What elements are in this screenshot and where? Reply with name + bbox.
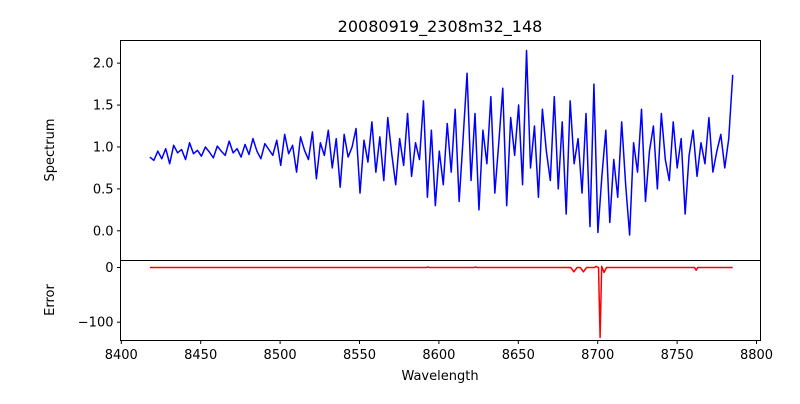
chart-title: 20080919_2308m32_148 [338,17,543,37]
y-tick-label: 0 [105,261,113,276]
error-axes-frame [120,260,761,341]
x-tick-label: 8700 [581,348,614,363]
spectrum-plot-area [149,49,734,236]
x-tick-label: 8600 [422,348,455,363]
y-tick-label: 2.0 [93,57,114,72]
spectrum-y-label: Spectrum [43,119,58,182]
x-axis-label: Wavelength [401,369,478,384]
x-tick-label: 8400 [105,348,138,363]
x-tick-label: 8800 [740,348,773,363]
x-tick-label: 8650 [502,348,535,363]
y-tick-label: −100 [78,316,114,331]
x-tick-label: 8450 [184,348,217,363]
error-series-line [149,265,733,339]
y-tick-label: 1.0 [93,140,114,155]
x-tick-label: 8500 [264,348,297,363]
x-tick-label: 8550 [343,348,376,363]
x-ticks: 8400 8450 8500 8550 8600 8650 8700 8750 8800 [105,340,773,363]
spectrum-series-line [149,49,734,236]
y-tick-label: 1.5 [93,99,114,114]
y-tick-label: 0.0 [93,224,114,239]
error-y-ticks: 0 −100 [78,261,121,331]
spectrum-y-ticks: 0.0 0.5 1.0 1.5 2.0 [93,57,121,239]
error-y-label: Error [43,284,58,316]
error-plot-area [149,265,733,339]
x-tick-label: 8750 [661,348,694,363]
y-tick-label: 0.5 [93,182,114,197]
